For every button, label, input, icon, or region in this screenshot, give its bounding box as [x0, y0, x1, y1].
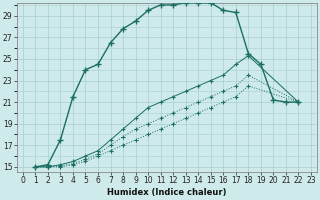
X-axis label: Humidex (Indice chaleur): Humidex (Indice chaleur)	[107, 188, 227, 197]
